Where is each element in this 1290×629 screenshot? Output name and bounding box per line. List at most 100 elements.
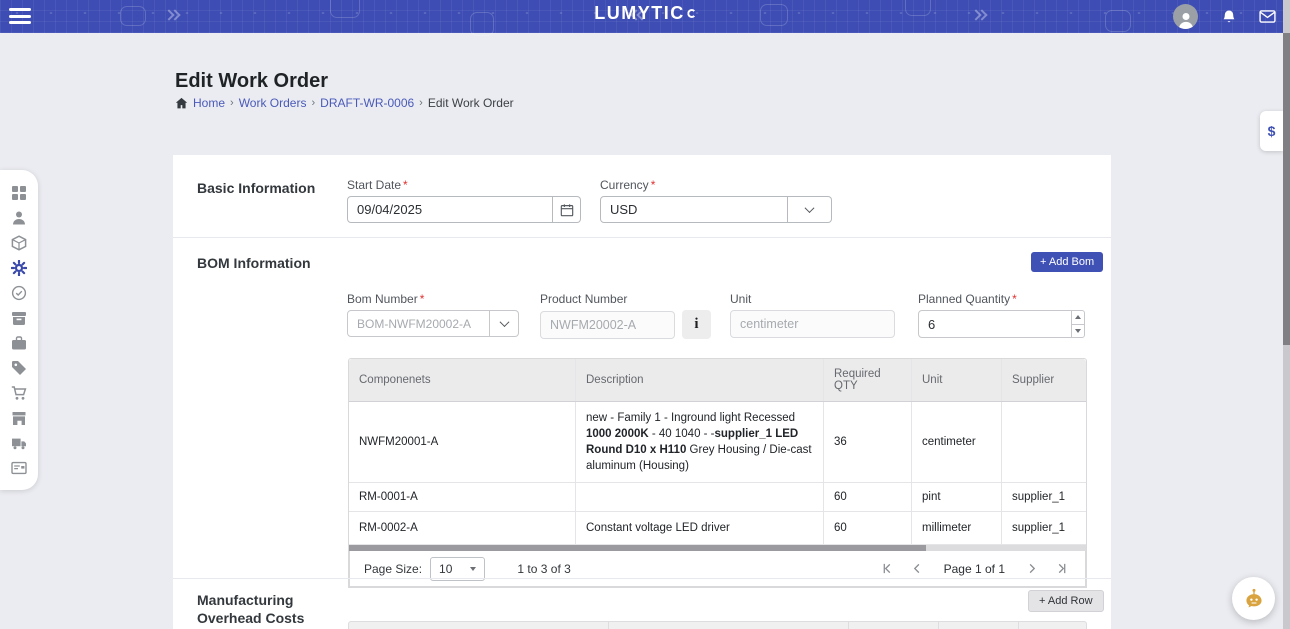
breadcrumb-separator: › bbox=[230, 97, 234, 109]
add-row-button[interactable]: + Add Row bbox=[1028, 590, 1104, 612]
pattern-chip bbox=[470, 12, 494, 36]
cell-unit[interactable]: millimeter bbox=[912, 512, 1002, 544]
table-row: RM-0001-A 60 pint supplier_1 bbox=[349, 483, 1086, 512]
section-divider bbox=[173, 237, 1111, 238]
column-header: Componenets bbox=[349, 359, 576, 401]
production-gear-icon[interactable] bbox=[11, 259, 28, 276]
cell-required-qty[interactable]: 60 bbox=[824, 512, 912, 544]
page-size-value: 10 bbox=[439, 561, 453, 576]
next-page-icon[interactable] bbox=[1021, 559, 1041, 579]
stepper-down-icon[interactable] bbox=[1072, 325, 1084, 338]
last-page-icon[interactable] bbox=[1051, 559, 1071, 579]
overhead-table-header-partial bbox=[348, 621, 1087, 629]
pattern-chip bbox=[905, 0, 931, 16]
bom-number-dropdown-chevron-icon[interactable] bbox=[490, 310, 519, 337]
product-number-label: Product Number bbox=[540, 292, 628, 306]
cart-icon[interactable] bbox=[11, 384, 28, 401]
calendar-icon[interactable] bbox=[553, 196, 581, 223]
mail-icon[interactable] bbox=[1259, 8, 1276, 25]
toolbox-icon[interactable] bbox=[11, 334, 28, 351]
cell-component[interactable]: RM-0001-A bbox=[349, 483, 576, 511]
cell-description[interactable]: new - Family 1 - Inground light Recessed… bbox=[576, 402, 824, 482]
bom-number-select-input[interactable] bbox=[347, 310, 490, 337]
package-icon[interactable] bbox=[11, 234, 28, 251]
store-icon[interactable] bbox=[11, 409, 28, 426]
components-table-header: Componenets Description Required QTY Unit Su… bbox=[349, 359, 1086, 402]
cell-description[interactable]: Constant voltage LED driver bbox=[576, 512, 824, 544]
cell-component[interactable]: RM-0002-A bbox=[349, 512, 576, 544]
cell-supplier[interactable] bbox=[1002, 402, 1088, 482]
table-row: RM-0002-A Constant voltage LED driver 60 mi… bbox=[349, 512, 1086, 545]
breadcrumb-work-orders[interactable]: Work Orders bbox=[238, 96, 307, 110]
manufacturing-overhead-title: Manufacturing Overhead Costs bbox=[197, 592, 305, 626]
unit-input bbox=[730, 310, 895, 338]
product-info-button[interactable]: i bbox=[682, 310, 711, 339]
bom-information-title: BOM Information bbox=[197, 255, 311, 271]
pagination-range-text: 1 to 3 of 3 bbox=[517, 561, 571, 576]
first-page-icon[interactable] bbox=[878, 559, 898, 579]
breadcrumb-separator: › bbox=[419, 97, 423, 109]
quality-check-icon[interactable] bbox=[11, 284, 28, 301]
user-avatar[interactable] bbox=[1173, 4, 1198, 29]
start-date-input[interactable] bbox=[347, 196, 553, 223]
required-asterisk: * bbox=[650, 178, 656, 192]
page-scrollbar[interactable] bbox=[1283, 0, 1290, 629]
quantity-stepper[interactable] bbox=[1071, 310, 1085, 338]
cell-supplier[interactable]: supplier_1 bbox=[1012, 522, 1066, 534]
cell-required-qty[interactable]: 60 bbox=[824, 483, 912, 511]
stepper-up-icon[interactable] bbox=[1072, 311, 1084, 325]
column-header: Required QTY bbox=[824, 359, 912, 401]
currency-label: Currency * bbox=[600, 178, 656, 192]
page-scrollbar-thumb[interactable] bbox=[1283, 33, 1290, 345]
table-pagination: Page Size: 10 1 to 3 of 3 Page 1 of 1 bbox=[349, 551, 1086, 587]
add-bom-button[interactable]: + Add Bom bbox=[1031, 252, 1104, 272]
basic-information-title: Basic Information bbox=[197, 180, 316, 196]
breadcrumb-draft-wr[interactable]: DRAFT-WR-0006 bbox=[320, 96, 415, 110]
pattern-chip bbox=[760, 4, 788, 26]
column-header: Supplier bbox=[1012, 374, 1055, 386]
tag-icon[interactable] bbox=[11, 359, 28, 376]
cell-component[interactable]: NWFM20001-A bbox=[349, 402, 576, 482]
cell-unit[interactable]: pint bbox=[912, 483, 1002, 511]
planned-quantity-input[interactable] bbox=[918, 310, 1072, 338]
dollar-icon: $ bbox=[1267, 123, 1276, 139]
start-date-label: Start Date * bbox=[347, 178, 408, 192]
table-row: NWFM20001-A new - Family 1 - Inground lig… bbox=[349, 402, 1086, 483]
dashboard-icon[interactable] bbox=[11, 184, 28, 201]
pattern-chip bbox=[1105, 10, 1131, 32]
robot-icon bbox=[1245, 588, 1262, 607]
cell-supplier[interactable]: supplier_1 bbox=[1012, 491, 1066, 503]
page-indicator: Page 1 of 1 bbox=[943, 561, 1005, 576]
app-logo-text: LUMYTIC bbox=[594, 3, 685, 23]
billing-icon[interactable] bbox=[11, 459, 28, 476]
notifications-bell-icon[interactable] bbox=[1220, 8, 1237, 25]
section-divider bbox=[173, 578, 1111, 579]
required-asterisk: * bbox=[1012, 292, 1017, 306]
page-title: Edit Work Order bbox=[175, 70, 328, 92]
bom-number-label: Bom Number * bbox=[347, 292, 425, 306]
select-chevron-icon bbox=[470, 566, 477, 571]
cell-description[interactable] bbox=[576, 483, 824, 511]
table-horizontal-scrollbar[interactable] bbox=[349, 545, 1086, 551]
pattern-chevron bbox=[970, 9, 988, 22]
breadcrumb-separator: › bbox=[311, 97, 316, 109]
truck-icon[interactable] bbox=[11, 434, 28, 451]
column-header: Description bbox=[576, 359, 824, 401]
page-size-label: Page Size: bbox=[364, 561, 423, 576]
currency-dropdown-chevron-icon[interactable] bbox=[788, 196, 832, 223]
column-header: Unit bbox=[912, 359, 1002, 401]
prev-page-icon[interactable] bbox=[908, 559, 928, 579]
inventory-icon[interactable] bbox=[11, 309, 28, 326]
page-size-select[interactable]: 10 bbox=[430, 556, 486, 581]
cell-required-qty[interactable]: 36 bbox=[824, 402, 912, 482]
pattern-chip bbox=[120, 6, 146, 26]
chatbot-button[interactable] bbox=[1232, 577, 1275, 620]
user-icon[interactable] bbox=[11, 209, 28, 226]
currency-side-tab[interactable]: $ bbox=[1260, 111, 1283, 151]
currency-input[interactable] bbox=[600, 196, 788, 223]
cell-unit[interactable]: centimeter bbox=[912, 402, 1002, 482]
breadcrumb-home[interactable]: Home bbox=[193, 96, 226, 110]
menu-hamburger-icon[interactable] bbox=[9, 8, 31, 25]
top-navbar: LUMYTIC bbox=[0, 0, 1290, 36]
scrollbar-thumb[interactable] bbox=[349, 545, 926, 551]
